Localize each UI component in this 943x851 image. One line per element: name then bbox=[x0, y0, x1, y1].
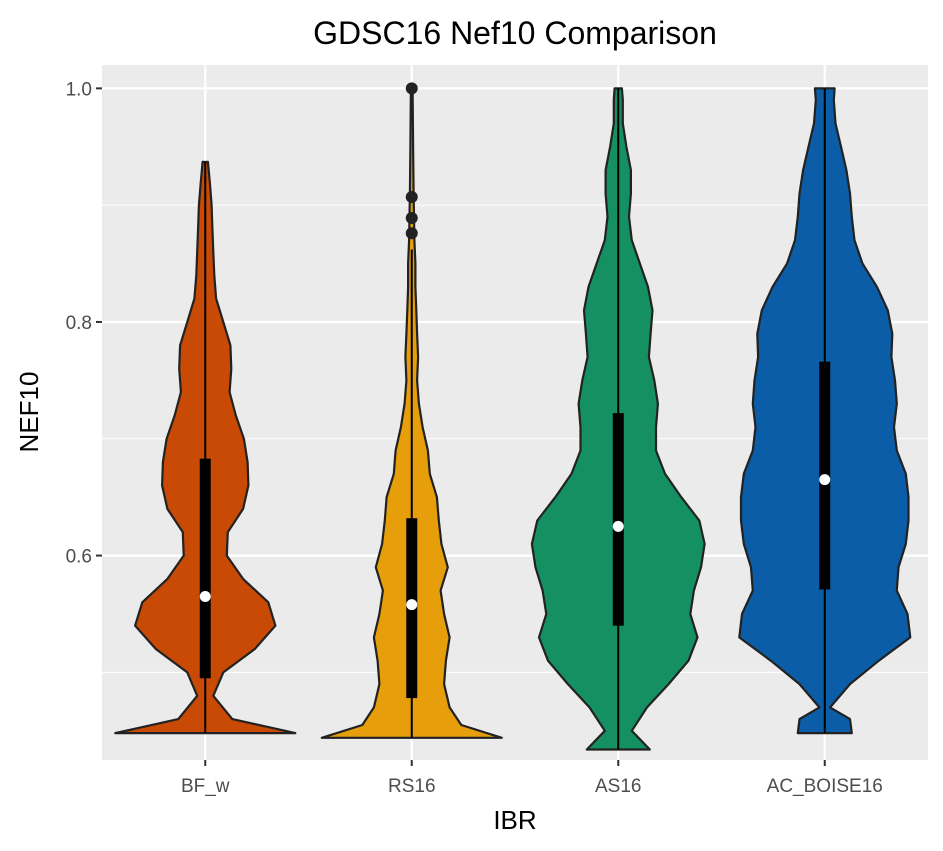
violin-as16 bbox=[530, 87, 706, 751]
y-tick-label: 1.0 bbox=[66, 79, 92, 100]
chart-title: GDSC16 Nef10 Comparison bbox=[313, 15, 717, 51]
y-axis: 0.6 0.8 1.0 bbox=[66, 79, 102, 568]
outlier-point bbox=[405, 212, 418, 225]
violin-rs16 bbox=[320, 82, 503, 739]
outlier-point bbox=[405, 190, 418, 203]
violins bbox=[114, 82, 912, 751]
x-tick-label: BF_w bbox=[181, 776, 230, 797]
y-axis-title: NEF10 bbox=[14, 372, 44, 453]
iqr-box bbox=[199, 458, 211, 679]
violin-bf-w bbox=[114, 160, 297, 735]
x-axis: BF_w RS16 AS16 AC_BOISE16 bbox=[181, 760, 883, 797]
median-point bbox=[406, 599, 418, 611]
x-tick-label: AC_BOISE16 bbox=[767, 776, 883, 797]
iqr-box bbox=[612, 413, 624, 626]
y-tick-label: 0.8 bbox=[66, 313, 92, 334]
y-tick-label: 0.6 bbox=[66, 547, 92, 568]
outlier-point bbox=[405, 82, 418, 95]
x-tick-label: RS16 bbox=[388, 776, 436, 797]
x-axis-title: IBR bbox=[493, 805, 536, 835]
outlier-point bbox=[405, 227, 418, 240]
x-tick-label: AS16 bbox=[595, 776, 641, 797]
median-point bbox=[199, 590, 211, 602]
median-point bbox=[612, 520, 624, 532]
median-point bbox=[819, 474, 831, 486]
violin-ac-boise16 bbox=[738, 87, 912, 735]
